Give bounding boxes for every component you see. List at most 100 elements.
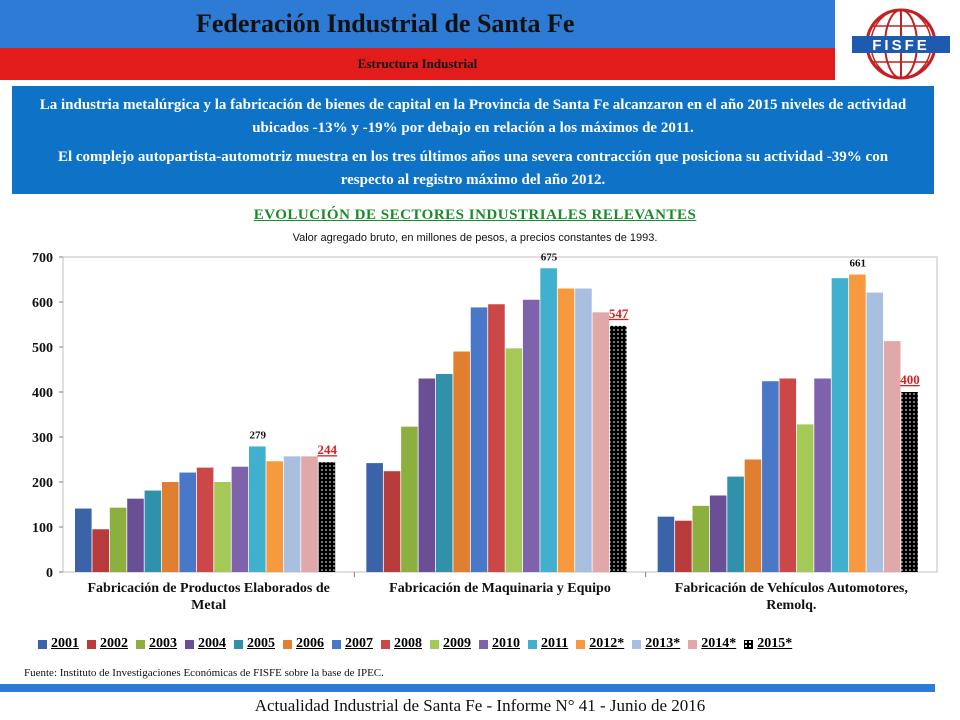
x-category-label: Fabricación de Productos Elaborados de Me… xyxy=(87,581,329,613)
data-label: 547 xyxy=(609,306,629,321)
chart-title: EVOLUCIÓN DE SECTORES INDUSTRIALES RELEV… xyxy=(253,207,697,223)
data-label: 244 xyxy=(318,442,338,457)
legend-item: 2014* xyxy=(688,636,736,652)
legend-item: 2015* xyxy=(744,636,792,652)
y-tick-label: 600 xyxy=(32,296,53,311)
legend-item: 2004 xyxy=(185,636,226,652)
page-subtitle: Estructura Industrial xyxy=(357,56,478,71)
legend-label: 2010 xyxy=(492,636,520,651)
bar-chart: 0 100 200 300 400 500 600 700 Fabricación de Pro… xyxy=(32,251,938,613)
legend-swatch xyxy=(381,639,390,649)
bar-2012-cat1 xyxy=(266,461,283,572)
legend-swatch xyxy=(479,639,488,649)
bar-2006-cat3 xyxy=(744,459,762,572)
bar-2007-cat1 xyxy=(179,472,196,572)
data-label: 279 xyxy=(249,429,266,441)
legend-item: 2002 xyxy=(87,636,128,652)
legend-label: 2013* xyxy=(645,636,681,651)
bar-2008-cat1 xyxy=(196,467,214,572)
legend-label: 2004 xyxy=(198,636,226,651)
bar-2003-cat3 xyxy=(692,505,710,572)
legend-label: 2009 xyxy=(443,636,471,651)
bar-2012-cat2 xyxy=(557,288,575,572)
bar-2007-cat2 xyxy=(470,307,488,572)
legend-swatch xyxy=(38,639,47,649)
legend-item: 2008 xyxy=(381,636,422,652)
legend-swatch xyxy=(632,639,642,649)
legend-swatch xyxy=(87,639,96,649)
source-note: Fuente: Instituto de Investigaciones Eco… xyxy=(24,667,384,679)
legend-item: 2005 xyxy=(234,636,275,652)
bar-2009-cat1 xyxy=(214,482,231,572)
header-bar xyxy=(0,0,835,48)
bar-2001-cat3 xyxy=(657,516,675,572)
legend-item: 2001 xyxy=(38,636,79,652)
bar-2014-cat2 xyxy=(592,312,610,572)
legend-label: 2011 xyxy=(541,636,569,651)
bar-2006-cat1 xyxy=(162,482,179,572)
page-footer: Actualidad Industrial de Santa Fe - Info… xyxy=(254,696,706,715)
summary-paragraph-1: La industria metalúrgica y la fabricació… xyxy=(39,97,907,136)
y-tick-label: 400 xyxy=(32,386,53,401)
legend-label: 2006 xyxy=(296,636,324,651)
bar-2012-cat3 xyxy=(849,274,866,572)
bar-2002-cat1 xyxy=(92,529,109,572)
bar-2009-cat3 xyxy=(796,424,814,572)
data-label: 675 xyxy=(541,251,558,263)
legend-label: 2005 xyxy=(247,636,275,651)
bar-2010-cat2 xyxy=(522,299,540,572)
legend-label: 2002 xyxy=(100,636,128,651)
bar-2001-cat1 xyxy=(75,508,92,572)
bar-2015-cat3 xyxy=(901,392,918,572)
summary-paragraph-2: El complejo autopartista-automotriz mues… xyxy=(57,149,889,188)
subheader-bar xyxy=(0,48,835,80)
bar-2002-cat3 xyxy=(675,520,692,572)
legend-label: 2003 xyxy=(149,636,177,651)
bar-2001-cat2 xyxy=(366,463,383,572)
legend-label: 2001 xyxy=(51,636,79,651)
legend-item: 2012* xyxy=(576,636,624,652)
bar-2009-cat2 xyxy=(505,348,523,572)
chart-subtitle: Valor agregado bruto, en millones de pes… xyxy=(292,232,658,244)
bar-2011-cat1 xyxy=(249,446,266,572)
bar-2010-cat1 xyxy=(231,466,249,572)
legend-item: 2007 xyxy=(332,636,373,652)
data-label: 400 xyxy=(900,372,920,387)
page-title: Federación Industrial de Santa Fe xyxy=(196,9,575,38)
bar-2008-cat3 xyxy=(779,378,797,572)
legend-swatch xyxy=(283,639,292,649)
legend-item: 2003 xyxy=(136,636,177,652)
bar-2013-cat3 xyxy=(866,292,884,572)
legend-label: 2015* xyxy=(757,636,793,651)
x-category-label: Fabricación de Maquinaria y Equipo xyxy=(389,581,611,596)
bar-2003-cat2 xyxy=(401,426,418,572)
data-label: 661 xyxy=(850,258,867,270)
bar-2002-cat2 xyxy=(383,471,401,572)
footer-bar xyxy=(0,684,935,692)
legend-swatch xyxy=(430,639,439,649)
chart-legend: 2001 2002 2003 2004 2005 2006 2007 2008 2009 2010… xyxy=(38,634,938,654)
bar-2014-cat1 xyxy=(301,456,318,572)
x-category-label: Fabricación de Vehículos Automotores, Rem… xyxy=(675,581,908,613)
legend-swatch xyxy=(332,639,341,649)
bar-2011-cat2 xyxy=(540,268,557,572)
legend-swatch xyxy=(136,639,145,649)
legend-swatch xyxy=(185,639,194,649)
bar-2007-cat3 xyxy=(762,381,779,572)
legend-label: 2012* xyxy=(589,636,625,651)
legend-label: 2014* xyxy=(701,636,737,651)
legend-item: 2009 xyxy=(430,636,471,652)
y-tick-label: 0 xyxy=(46,566,53,581)
bar-2005-cat1 xyxy=(144,490,162,572)
y-tick-label: 100 xyxy=(32,521,53,536)
legend-item: 2010 xyxy=(479,636,520,652)
bar-2004-cat3 xyxy=(709,495,727,572)
bar-2011-cat3 xyxy=(831,278,849,572)
bar-2013-cat2 xyxy=(575,288,592,572)
bar-2008-cat2 xyxy=(488,304,505,572)
y-tick-label: 300 xyxy=(32,431,53,446)
legend-item: 2011 xyxy=(528,636,568,652)
legend-item: 2013* xyxy=(632,636,680,652)
bar-2015-cat1 xyxy=(318,462,336,572)
bar-2003-cat1 xyxy=(109,507,127,572)
